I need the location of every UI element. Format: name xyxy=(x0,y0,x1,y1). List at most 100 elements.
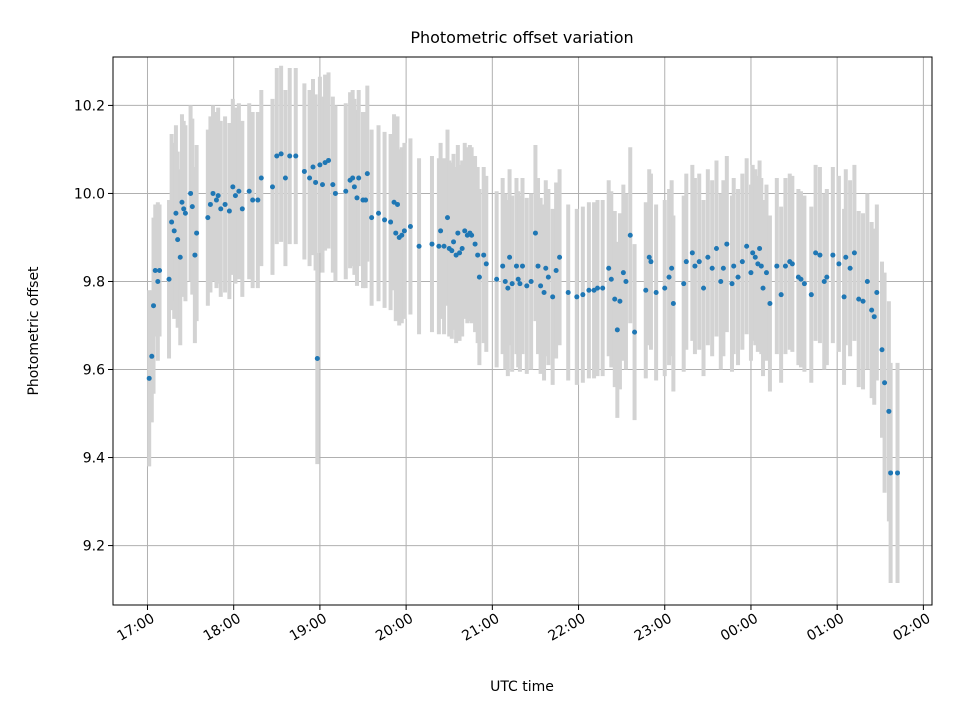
data-point xyxy=(543,265,549,271)
data-point xyxy=(643,287,649,293)
data-point xyxy=(550,294,556,300)
y-axis-label: Photometric offset xyxy=(26,266,42,396)
data-point xyxy=(459,245,465,251)
data-point xyxy=(705,254,711,260)
data-point xyxy=(886,408,892,414)
data-point xyxy=(151,303,157,309)
data-point xyxy=(774,263,780,269)
data-point xyxy=(332,190,338,196)
data-point xyxy=(541,289,547,295)
data-point xyxy=(817,252,823,258)
data-point xyxy=(278,151,284,157)
data-point xyxy=(269,184,275,190)
data-point xyxy=(364,171,370,177)
data-point xyxy=(246,188,252,194)
data-point xyxy=(874,289,880,295)
data-point xyxy=(627,232,633,238)
data-point xyxy=(175,237,181,243)
data-point xyxy=(653,289,659,295)
data-point xyxy=(888,470,894,476)
data-point xyxy=(210,190,216,196)
data-point xyxy=(620,270,626,276)
data-point xyxy=(429,241,435,247)
data-point xyxy=(177,254,183,260)
data-point xyxy=(232,193,238,199)
data-point xyxy=(731,263,737,269)
y-tick-label: 9.6 xyxy=(83,363,105,379)
data-point xyxy=(748,270,754,276)
data-point xyxy=(363,197,369,203)
data-point xyxy=(666,274,672,280)
data-point xyxy=(307,175,313,181)
data-point xyxy=(856,296,862,302)
data-point xyxy=(282,175,288,181)
data-point xyxy=(438,228,444,234)
data-point xyxy=(515,276,521,282)
data-point xyxy=(169,219,175,225)
data-point xyxy=(505,285,511,291)
data-point xyxy=(851,250,857,256)
data-point xyxy=(509,281,515,287)
data-point xyxy=(760,285,766,291)
data-point xyxy=(524,283,530,289)
data-point xyxy=(617,298,623,304)
y-tick-label: 9.8 xyxy=(83,274,105,290)
data-point xyxy=(824,274,830,280)
data-point xyxy=(535,263,541,269)
data-point xyxy=(744,243,750,249)
data-point xyxy=(729,281,735,287)
data-point xyxy=(500,263,506,269)
data-point xyxy=(494,276,500,282)
data-point xyxy=(258,175,264,181)
data-point xyxy=(317,162,323,168)
x-axis-label: UTC time xyxy=(490,679,554,695)
data-point xyxy=(821,278,827,284)
data-point xyxy=(293,153,299,159)
data-point xyxy=(670,300,676,306)
data-point xyxy=(646,254,652,260)
data-point xyxy=(713,245,719,251)
data-point xyxy=(600,285,606,291)
data-point xyxy=(841,294,847,300)
chart-title: Photometric offset variation xyxy=(410,28,633,47)
data-point xyxy=(457,250,463,256)
data-point xyxy=(869,307,875,313)
data-point xyxy=(517,281,523,287)
data-point xyxy=(782,263,788,269)
data-point xyxy=(545,274,551,280)
y-tick-label: 9.2 xyxy=(83,539,105,555)
data-point xyxy=(879,347,885,353)
data-point xyxy=(586,287,592,293)
data-point xyxy=(213,197,219,203)
data-point xyxy=(565,289,571,295)
data-point xyxy=(179,199,185,205)
data-point xyxy=(287,153,293,159)
data-point xyxy=(326,157,332,163)
data-point xyxy=(528,278,534,284)
data-point xyxy=(724,241,730,247)
data-point xyxy=(557,254,563,260)
data-point xyxy=(388,219,394,225)
data-point xyxy=(444,215,450,221)
data-point xyxy=(520,263,525,269)
data-point xyxy=(313,179,319,185)
data-point xyxy=(173,210,179,216)
data-point xyxy=(218,206,224,212)
data-point xyxy=(735,274,741,280)
data-point xyxy=(895,470,901,476)
data-point xyxy=(149,353,155,359)
data-point xyxy=(436,243,442,249)
y-axis-ticks: 9.2 9.4 9.6 9.8 10.0 10.2 xyxy=(74,98,113,555)
data-point xyxy=(689,250,695,256)
data-point xyxy=(595,285,601,291)
data-point xyxy=(181,206,187,212)
data-point xyxy=(669,265,675,271)
data-point xyxy=(481,252,487,258)
data-point xyxy=(236,188,242,194)
data-point xyxy=(758,263,764,269)
data-point xyxy=(215,193,221,199)
data-point xyxy=(399,232,405,238)
data-point xyxy=(757,245,763,251)
data-point xyxy=(462,228,468,234)
